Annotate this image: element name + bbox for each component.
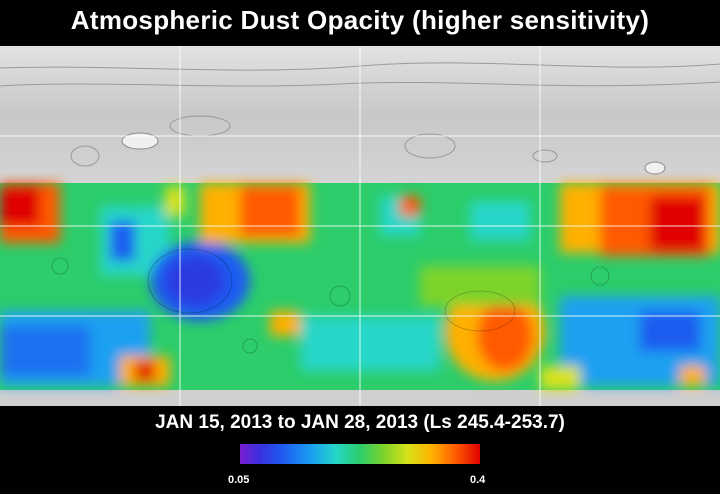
- dust-opacity-map: [0, 46, 720, 406]
- date-range-label: JAN 15, 2013 to JAN 28, 2013 (Ls 245.4-2…: [155, 412, 565, 433]
- colorbar-max-label: 0.4: [470, 474, 486, 486]
- map-grid: [0, 46, 720, 406]
- dust-heatmap: [0, 183, 720, 390]
- terrain-features: [0, 62, 720, 175]
- colorbar: [240, 444, 480, 464]
- map-title: Atmospheric Dust Opacity (higher sensiti…: [70, 5, 650, 35]
- map-svg: [0, 46, 720, 406]
- colorbar-min-label: 0.05: [228, 474, 250, 486]
